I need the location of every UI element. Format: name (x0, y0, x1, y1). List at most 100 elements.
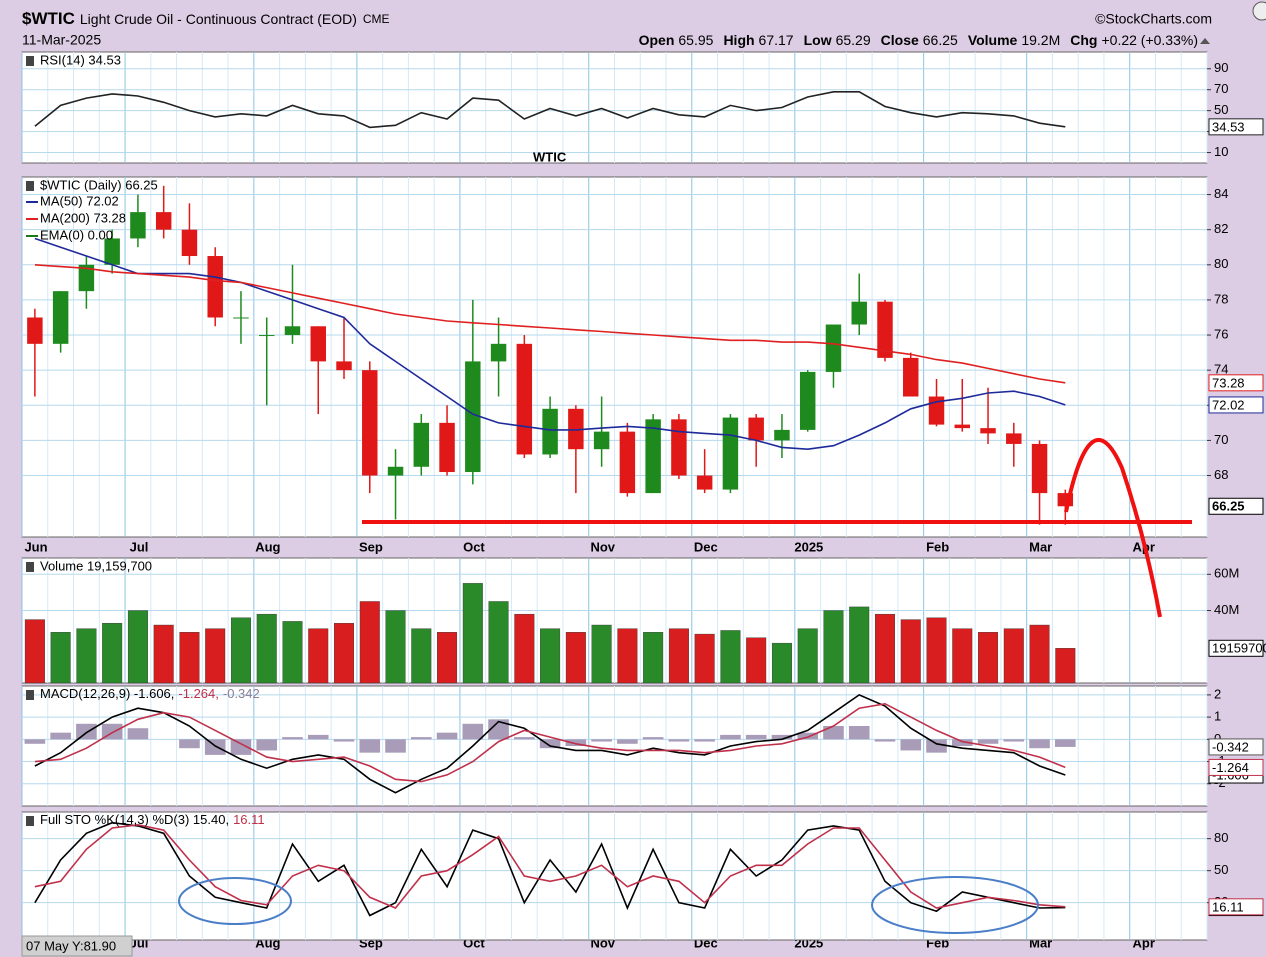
histogram-bar (76, 723, 97, 740)
histogram-bar (951, 739, 973, 746)
y-tick-label: 10 (1214, 144, 1228, 159)
panel-icon (26, 816, 34, 826)
last-value-label: 73.28 (1212, 375, 1245, 390)
candle-body (774, 429, 790, 441)
y-tick-label: 68 (1214, 467, 1228, 482)
histogram-bar (874, 739, 896, 742)
quote-value: +0.22 (+0.33%) (1101, 32, 1198, 48)
quote-label: Volume (968, 32, 1018, 48)
volume-bar (359, 601, 380, 684)
volume-bar (565, 632, 586, 684)
quote-value: 19.2M (1021, 32, 1060, 48)
candle-body (722, 417, 739, 490)
cursor-readout: 07 May Y:81.90 (26, 938, 116, 953)
highlight-ellipse (871, 876, 1039, 934)
last-value-label: 16.11 (1212, 899, 1244, 914)
histogram-bar (256, 739, 278, 751)
y-tick-label: 80 (1214, 830, 1228, 845)
volume-bar (746, 637, 767, 684)
legend-entry: MA(200) 73.28 (40, 210, 126, 225)
histogram-bar (488, 719, 509, 740)
y-tick-label: 2 (1214, 686, 1221, 701)
y-tick-label: 70 (1214, 81, 1228, 96)
brand: ©StockCharts.com (1095, 11, 1212, 27)
volume-bar (823, 610, 844, 684)
candle-body (877, 301, 893, 358)
last-value-label: -0.342 (1212, 739, 1249, 754)
panel-title: MACD(12,26,9) -1.606, -1.264, -0.342 (40, 686, 260, 701)
date: 11-Mar-2025 (22, 32, 101, 48)
histogram-bar (797, 732, 819, 740)
volume-bar (153, 624, 174, 684)
histogram-bar (333, 739, 355, 742)
candle-body (310, 326, 326, 362)
last-value-box (1208, 639, 1264, 657)
volume-bar (978, 632, 999, 684)
volume-bar (540, 628, 561, 684)
panel-title: $WTIC (Daily) 66.25 (40, 177, 158, 192)
candle-body (696, 475, 713, 490)
legend-entry: MA(50) 72.02 (40, 193, 119, 208)
quote-value: 65.29 (836, 32, 871, 48)
quote-label: Open (639, 32, 675, 48)
panel-title-part: Full STO %K(14,3) %D(3) 15.40, (40, 812, 229, 827)
instrument-name: Light Crude Oil - Continuous Contract (E… (80, 11, 357, 27)
panel-title: Full STO %K(14,3) %D(3) 15.40, 16.11 (40, 812, 265, 827)
volume-bar (617, 628, 638, 684)
volume-bar (643, 632, 664, 684)
volume-bar (437, 632, 458, 684)
series-line (34, 91, 1066, 129)
x-tick-label: Nov (590, 539, 615, 554)
histogram-bar (848, 726, 870, 740)
series-line (34, 264, 1066, 384)
candle-body (671, 419, 687, 476)
y-tick-label: 74 (1214, 362, 1228, 377)
candle-body (362, 370, 378, 476)
window-button[interactable] (1252, 1, 1266, 21)
candle-body (825, 324, 842, 372)
last-value-box (1208, 497, 1264, 515)
x-tick-label: Oct (463, 539, 485, 554)
x-tick-label: Feb (926, 539, 949, 554)
quote-label: High (723, 32, 754, 48)
symbol: $WTIC (22, 9, 75, 28)
last-value-label: 72.02 (1212, 397, 1245, 412)
collapse-arrow[interactable] (1200, 38, 1210, 44)
candle-body (413, 422, 430, 467)
panel-title: RSI(14) 34.53 (40, 52, 121, 67)
candle-body (542, 408, 558, 455)
volume-bar (668, 628, 689, 684)
volume-bar (102, 623, 123, 684)
last-value-label: 19159700 (1212, 641, 1266, 656)
candle-body (954, 424, 970, 429)
panel-icon (26, 690, 34, 700)
quote-value: 66.25 (923, 32, 958, 48)
histogram-bar (1029, 739, 1050, 749)
volume-bar (797, 628, 818, 684)
y-tick-label: 60M (1214, 566, 1239, 581)
histogram-bar (230, 739, 252, 755)
header-title: $WTIC Light Crude Oil - Continuous Contra… (22, 9, 390, 28)
volume-bar (256, 613, 277, 684)
histogram-bar (977, 739, 999, 744)
y-tick-label: 40M (1214, 602, 1239, 617)
candle-body (181, 229, 198, 257)
histogram-bar (462, 723, 484, 740)
candle-body (1006, 433, 1022, 444)
candle-body (387, 466, 404, 476)
candle-body (336, 361, 352, 371)
volume-bar (282, 621, 303, 684)
x-tick-label: Jul (130, 539, 149, 554)
volume-bar (50, 632, 71, 684)
series-line (34, 823, 1066, 909)
histogram-bar (745, 734, 767, 740)
volume-bar (771, 642, 792, 684)
y-tick-label: 1 (1214, 709, 1221, 724)
candle-body (465, 361, 481, 473)
panel-title: Volume 19,159,700 (40, 558, 152, 573)
volume-bar (76, 628, 97, 684)
candle-body (130, 212, 146, 239)
histogram-bar (24, 739, 46, 744)
x-tick-label: Aug (255, 539, 280, 554)
